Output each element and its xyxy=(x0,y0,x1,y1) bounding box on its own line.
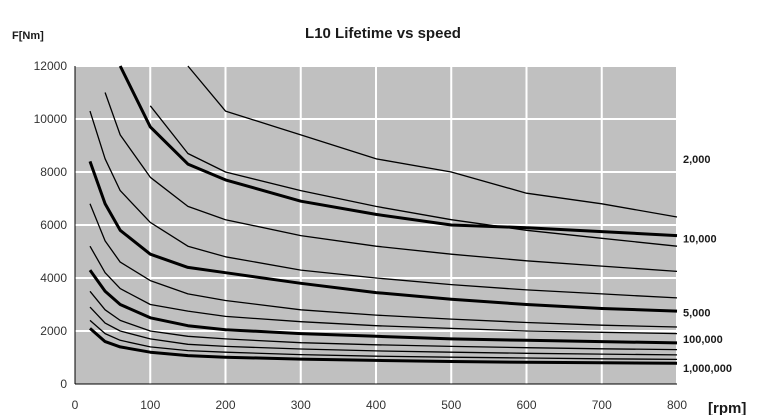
lifetime-curves xyxy=(88,65,678,365)
x-tick-label: 200 xyxy=(215,398,235,412)
y-tick-label: 10000 xyxy=(34,112,68,126)
curve-label: 10,000 xyxy=(683,233,717,245)
curve-9 xyxy=(88,269,678,345)
x-axis-label: [rpm] xyxy=(708,400,746,415)
x-tick-label: 0 xyxy=(72,398,79,412)
curve-10 xyxy=(89,290,678,351)
y-tick-label: 12000 xyxy=(34,59,68,73)
curve-1 xyxy=(187,65,678,218)
curve-2 xyxy=(149,105,678,247)
y-tick-label: 6000 xyxy=(40,218,67,232)
y-axis-label: F[Nm] xyxy=(12,30,44,42)
y-tick-label: 4000 xyxy=(40,271,67,285)
x-tick-label: 800 xyxy=(667,398,687,412)
curve-label: 100,000 xyxy=(683,334,723,346)
curve-11 xyxy=(89,306,678,356)
curve-label: 5,000 xyxy=(683,307,711,319)
x-tick-label: 300 xyxy=(291,398,311,412)
y-tick-label: 0 xyxy=(60,377,67,391)
curve-4 xyxy=(104,92,678,273)
y-tick-labels: 0 2000 4000 6000 8000 10000 12000 xyxy=(34,59,68,391)
y-tick-label: 2000 xyxy=(40,324,67,338)
chart-title: L10 Lifetime vs speed xyxy=(305,25,461,42)
curve-6 xyxy=(88,160,678,313)
curve-7 xyxy=(89,203,678,328)
x-tick-label: 500 xyxy=(441,398,461,412)
curve-label: 1,000,000 xyxy=(683,363,732,375)
x-tick-label: 400 xyxy=(366,398,386,412)
x-tick-labels: 0 100 200 300 400 500 600 700 800 xyxy=(72,398,688,412)
curve-3 xyxy=(118,65,678,238)
curve-labels: 2,000 10,000 5,000 100,000 1,000,000 xyxy=(683,154,732,375)
curve-label: 2,000 xyxy=(683,154,711,166)
x-tick-label: 100 xyxy=(140,398,160,412)
curve-8 xyxy=(89,245,678,335)
curve-12 xyxy=(89,319,678,361)
x-tick-label: 700 xyxy=(592,398,612,412)
curve-13 xyxy=(89,327,678,365)
curve-5 xyxy=(89,110,678,299)
y-tick-label: 8000 xyxy=(40,165,67,179)
x-tick-label: 600 xyxy=(516,398,536,412)
